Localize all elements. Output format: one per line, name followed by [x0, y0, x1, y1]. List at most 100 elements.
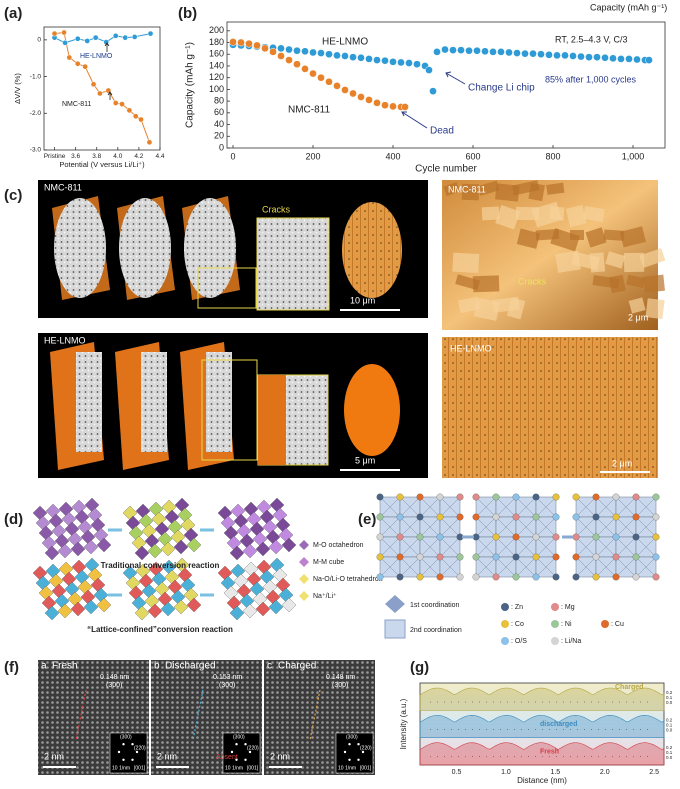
atom [512, 553, 520, 561]
caption: “Lattice-confined”conversion reaction [87, 625, 233, 634]
atom [652, 553, 660, 561]
point [505, 48, 513, 57]
point [349, 89, 357, 98]
polyhedron [83, 539, 99, 555]
profile-label: discharged [540, 721, 577, 728]
atom [416, 533, 424, 541]
grain [645, 298, 665, 320]
atom [472, 553, 480, 561]
atom [532, 513, 540, 521]
atom [532, 573, 540, 581]
point [62, 39, 68, 46]
point [441, 45, 449, 54]
lattice-diagonal [635, 496, 657, 518]
point [245, 39, 253, 48]
caption: Traditional conversion reaction [101, 561, 220, 570]
x-tick-label: 400 [385, 151, 400, 161]
profile-line [75, 689, 87, 741]
point [593, 53, 601, 62]
polyhedron [70, 601, 86, 617]
point [277, 52, 285, 60]
point [82, 63, 88, 70]
label: 2 μm [612, 458, 632, 468]
point [397, 58, 405, 67]
grain [528, 182, 545, 202]
point [309, 69, 317, 78]
grain [457, 296, 481, 314]
label: a [41, 661, 47, 672]
grain [443, 181, 460, 197]
x-tick-label: 0 [230, 151, 235, 161]
point [473, 46, 481, 55]
fft-spot [357, 758, 360, 761]
legend-label: Na⁺/Li⁺ [313, 593, 337, 600]
atom [436, 553, 444, 561]
lattice-diagonal [595, 536, 617, 558]
point [497, 48, 505, 56]
plot-frame [43, 26, 161, 151]
label: 2 μm [628, 312, 648, 322]
point [301, 65, 309, 73]
label: (220) [360, 745, 372, 751]
fft-spot [131, 758, 134, 761]
legend-icon [299, 574, 309, 584]
point [521, 49, 529, 58]
point [405, 59, 413, 67]
series-label: NMC-811 [62, 101, 92, 108]
atom [612, 573, 620, 581]
intensity-profile [419, 715, 665, 738]
legend-icon [299, 591, 309, 601]
label: NMC-811 [44, 182, 82, 192]
x-tick-label: 1.5 [550, 769, 560, 776]
panel-label: (f) [4, 659, 19, 676]
lattice-diagonal [399, 556, 421, 578]
lattice-diagonal [635, 536, 657, 558]
polyhedron [281, 537, 297, 553]
y-axis-label: Intensity (a.u.) [399, 698, 408, 749]
right-tick-label: 0.0 [666, 700, 673, 705]
y-tick-label: 80 [214, 95, 224, 105]
polyhedron [44, 605, 60, 621]
fft-spot [348, 758, 351, 761]
point [617, 55, 625, 63]
point [269, 48, 277, 56]
lattice-diagonal [495, 556, 517, 578]
fft-spot [235, 758, 238, 761]
point [341, 86, 349, 94]
point [633, 55, 641, 64]
atom [416, 553, 424, 561]
atom [592, 493, 600, 501]
y-tick-label: 140 [209, 60, 224, 70]
point [301, 47, 309, 56]
y-tick-label: 160 [209, 49, 224, 59]
atom [416, 493, 424, 501]
polyhedron [96, 597, 112, 613]
zoom [256, 217, 330, 311]
point [61, 29, 67, 36]
right-tick-label: 0.1 [666, 723, 673, 728]
point [333, 82, 341, 90]
point [132, 113, 139, 120]
lattice-diagonal [535, 556, 557, 578]
atom [612, 493, 620, 501]
point [513, 49, 521, 57]
grain [472, 275, 500, 293]
lattice-diagonal [419, 496, 441, 518]
polyhedron [44, 545, 60, 561]
particle [141, 352, 167, 452]
point [381, 56, 389, 65]
point [389, 102, 397, 111]
x-tick-label: 4.4 [155, 153, 164, 160]
legend-icon [299, 540, 309, 550]
lattice-diagonal [399, 536, 421, 558]
point [341, 52, 349, 60]
point [609, 54, 617, 63]
point [401, 103, 409, 111]
point [51, 30, 58, 37]
panel-label: (c) [4, 187, 22, 204]
label: 0.148 nm [326, 674, 355, 681]
atom [436, 493, 444, 501]
label: (300) [219, 682, 235, 689]
atom [492, 533, 500, 541]
lattice-diagonal [515, 536, 537, 558]
